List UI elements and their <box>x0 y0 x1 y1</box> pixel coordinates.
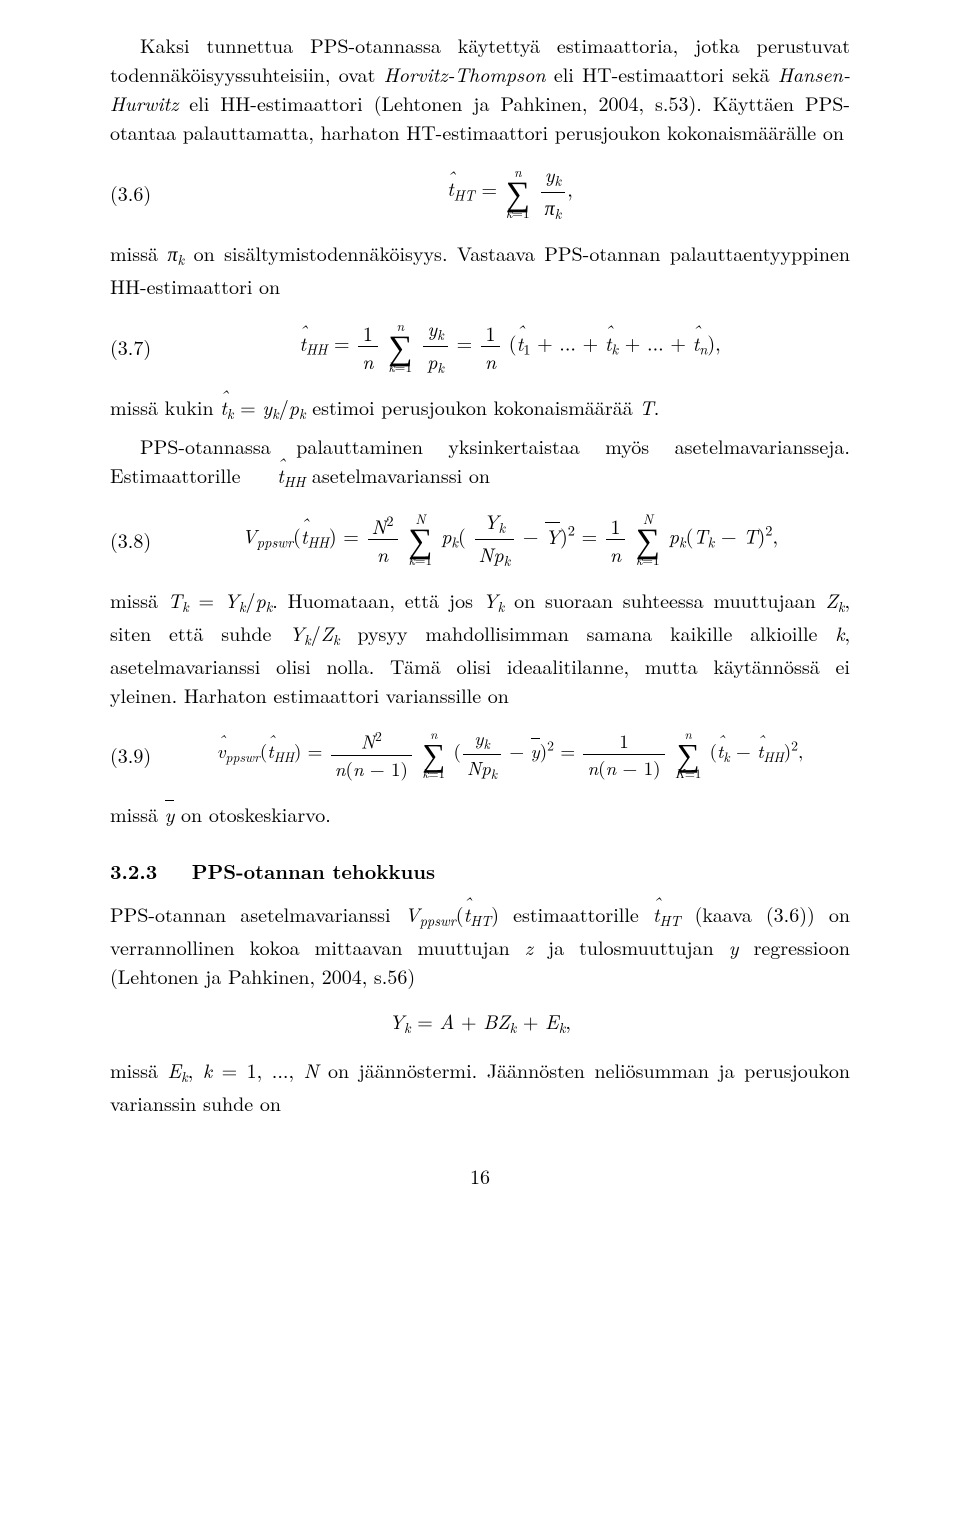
text: estimaattorille <box>499 899 653 928</box>
section-number: 3.2.3 <box>110 856 157 885</box>
text: missä <box>110 1055 168 1084</box>
text: on suoraan suhteessa muuttujaan <box>504 585 825 614</box>
section-title: PPS-otannan tehokkuus <box>192 856 435 885</box>
paragraph-3: missä kukin tk = yk/pk estimoi perusjouk… <box>110 392 850 425</box>
equation-regression: Yk = A + BZk + Ek, <box>110 1006 850 1039</box>
equation-body: tHH = 1n n∑k=1 ykpk = 1n (t1 + ... + tk … <box>170 316 850 376</box>
equation-number: (3.6) <box>110 178 170 207</box>
text: missä kukin <box>110 392 220 421</box>
text: . Huomataan, että jos <box>272 585 482 614</box>
text-italic: Horvitz-Thompson <box>384 59 546 88</box>
text: on sisältymistodennäköisyys. Vastaava PP… <box>110 238 850 300</box>
text: eli HT-estimaattori sekä <box>546 59 778 88</box>
paragraph-5: missä Tk = Yk/pk. Huomataan, että jos Yk… <box>110 585 850 709</box>
section-heading: 3.2.3 PPS-otannan tehokkuus <box>110 856 850 885</box>
paragraph-4: PPS-otannassa palauttaminen yksinkertais… <box>110 431 850 493</box>
text: asetelmavarianssi on <box>305 460 490 489</box>
paragraph-7: PPS-otannan asetelmavarianssi Vppswr(tHT… <box>110 899 850 990</box>
text: missä <box>110 799 165 828</box>
equation-body: tHT = n∑k=1 ykπk, <box>170 162 850 222</box>
text: eli HH-estimaattori (Lehtonen ja Pahkine… <box>110 88 850 146</box>
text: PPS-otannan asetelmavarianssi <box>110 899 405 928</box>
equation-3-9: (3.9) vppswr(tHH) = N2n(n − 1) n∑k=1 (yk… <box>110 725 850 783</box>
equation-body: vppswr(tHH) = N2n(n − 1) n∑k=1 (ykNpk − … <box>170 727 850 781</box>
equation-3-7: (3.7) tHH = 1n n∑k=1 ykpk = 1n (t1 + ...… <box>110 316 850 376</box>
equation-body: Vppswr(tHH) = N2n N∑k=1 pk( YkNpk − Y)2 … <box>170 509 850 569</box>
page-container: Kaksi tunnettua PPS-otannassa käytettyä … <box>0 0 960 1230</box>
text: on otoskeskiarvo. <box>174 799 330 828</box>
paragraph-1: Kaksi tunnettua PPS-otannassa käytettyä … <box>110 30 850 146</box>
text: pysyy mahdollisimman samana kaikille alk… <box>340 618 836 647</box>
paragraph-6: missä y on otoskeskiarvo. <box>110 799 850 828</box>
equation-number: (3.7) <box>110 332 170 361</box>
text: estimoi perusjoukon kokonaismäärää <box>306 392 640 421</box>
equation-number: (3.9) <box>110 740 170 769</box>
text: missä <box>110 238 167 267</box>
text: . <box>654 392 660 421</box>
text: ja tulosmuuttujan <box>533 932 729 961</box>
equation-number: (3.8) <box>110 525 170 554</box>
page-number: 16 <box>110 1161 850 1190</box>
equation-3-8: (3.8) Vppswr(tHH) = N2n N∑k=1 pk( YkNpk … <box>110 509 850 569</box>
paragraph-2: missä πk on sisältymistodennäköisyys. Va… <box>110 238 850 300</box>
equation-3-6: (3.6) tHT = n∑k=1 ykπk, <box>110 162 850 222</box>
paragraph-8: missä Ek, k = 1, ..., N on jäännöstermi.… <box>110 1055 850 1117</box>
text: missä <box>110 585 168 614</box>
